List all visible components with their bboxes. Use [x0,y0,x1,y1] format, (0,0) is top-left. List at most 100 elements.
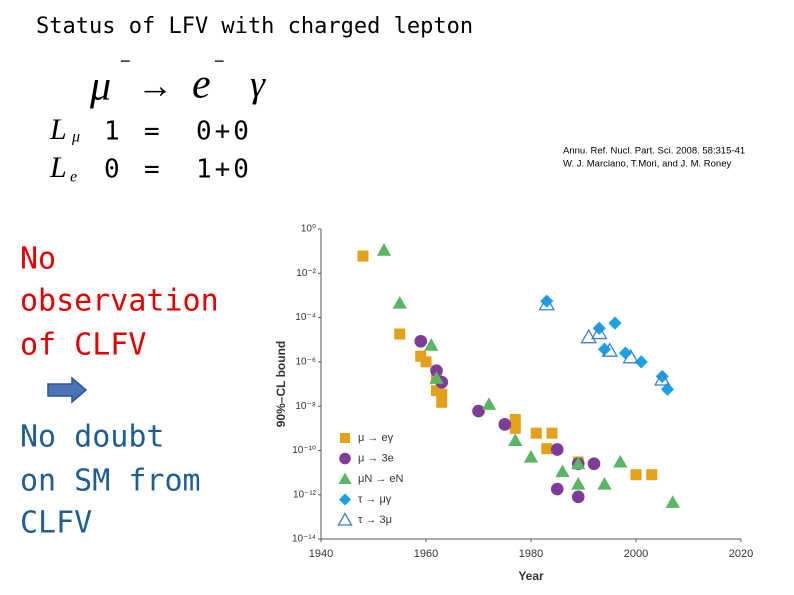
data-point [571,456,586,470]
data-point [601,342,619,357]
data-point [587,457,601,471]
x-tick-label: 1940 [309,548,333,560]
legend-marker [337,512,353,526]
conclusion-line: CLFV [20,506,92,541]
data-point [660,382,675,396]
data-point [540,294,554,308]
data-point [665,495,680,508]
legend-marker [339,493,351,506]
data-point [415,350,427,362]
data-point [420,356,432,368]
x-tick-label: 2020 [729,548,753,560]
y-tick-label: 10⁻⁶ [295,356,316,367]
data-point [472,404,485,418]
data-point [597,342,612,356]
lepton-sum: 1+0 [196,155,252,185]
decay-arrow: → [137,65,173,106]
data-point [436,396,448,408]
lepton-subscript: e [70,169,77,186]
data-point [541,443,553,455]
data-point [550,482,564,496]
x-tick-label: 1980 [519,548,543,560]
data-point [414,334,428,348]
lepton-symbol: L [49,113,67,146]
data-point [608,316,622,330]
y-tick-label: 10⁻¹⁰ [292,445,316,456]
lepton-symbol: L [49,151,67,184]
reference: W. J. Marciano, T.Mori, and J. M. Roney [563,159,731,170]
reference: Annu. Ref. Nucl. Part. Sci. 2008. 58:315… [563,146,745,157]
data-point [392,295,407,309]
equals: = [144,155,160,185]
data-point [429,371,444,384]
equals: = [144,117,160,147]
data-point [653,371,671,386]
data-point [550,443,564,456]
data-point [424,338,439,351]
data-point [509,422,521,434]
data-point [634,355,648,369]
decay-charge: − [214,51,225,71]
data-point [508,433,523,447]
legend-label: τ → μγ [358,493,392,505]
legend-marker [340,433,350,443]
statement-line: observation [20,284,219,319]
lepton-value: 0 [104,155,120,185]
legend-label: μ → 3e [358,452,394,464]
legend-label: τ → 3μ [358,514,392,526]
lepton-subscript: μ [71,129,80,146]
slide-title: Status of LFV with charged lepton [36,14,473,39]
statement-line: of CLFV [20,328,146,363]
data-point [613,454,628,468]
y-tick-label: 10⁻⁸ [295,401,316,412]
x-tick-label: 1960 [414,548,438,560]
data-point [523,449,539,463]
lepton-value: 1 [104,117,120,147]
decay-photon: γ [250,64,266,106]
chart: Year 90%–CL bound 10⁰ 10⁻² 10⁻⁴ 10⁻⁶ 10⁻⁸ 10⁻… [274,224,753,584]
data-point [590,324,608,340]
arrow-icon [47,376,88,404]
data-point [530,427,542,439]
conclusion-line: No doubt [20,420,165,455]
decay-charge: − [120,51,131,71]
conclusion-line: on SM from [20,464,201,499]
legend-label: μN → eN [358,473,404,485]
data-point [618,346,633,360]
decay-final: e [192,62,211,108]
data-point [509,413,521,425]
data-point [430,364,443,377]
data-point [597,476,612,490]
data-point [630,469,642,481]
data-point [436,388,448,400]
data-point [646,469,658,481]
y-tick-label: 10⁻¹² [293,489,317,500]
data-point [655,369,669,384]
data-point [376,243,392,256]
data-point [555,464,570,478]
lepton-sum: 0+0 [196,117,252,147]
legend-marker [339,452,351,465]
data-point [538,295,556,311]
y-tick-label: 10⁰ [301,224,316,235]
data-point [481,397,497,410]
data-point [622,348,640,364]
data-point [357,250,369,262]
data-point [498,418,512,431]
data-point [546,427,558,439]
decay-initial: μ [89,64,111,110]
statement-line: No [20,242,56,277]
y-axis-label: 90%–CL bound [274,341,288,427]
x-tick-label: 2000 [624,548,648,560]
data-point [571,490,585,504]
data-point [580,328,598,344]
y-tick-label: 10⁻² [296,268,316,279]
legend-label: μ → eγ [358,432,394,444]
data-point [394,328,406,340]
y-tick-label: 10⁻⁴ [295,312,316,323]
y-tick-label: 10⁻¹⁴ [292,534,316,545]
data-point [571,476,586,490]
legend-marker [338,472,352,484]
x-axis-label: Year [518,569,544,583]
